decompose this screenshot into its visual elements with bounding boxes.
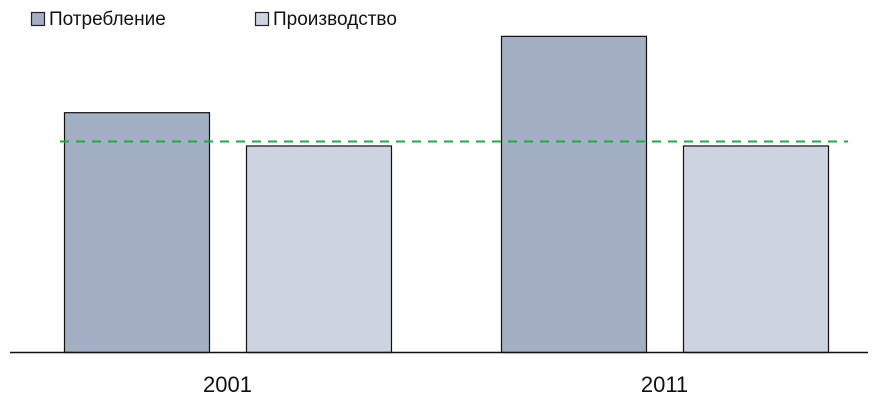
- legend: Потребление Производство: [30, 9, 397, 30]
- x-tick-label-2011: 2011: [641, 372, 688, 397]
- x-axis: 2001 2011: [10, 351, 868, 397]
- bars-group: [63, 35, 830, 354]
- bar-2011-series-1: [500, 35, 648, 354]
- legend-swatch-2: [254, 11, 270, 27]
- bar-2001-series-1: [63, 112, 211, 354]
- bar-2011-series-2: [682, 145, 830, 354]
- bar-2001-series-2: [245, 145, 393, 354]
- x-tick-label-2001: 2001: [203, 372, 252, 397]
- legend-swatch-1: [30, 11, 46, 27]
- legend-label-1: Потребление: [49, 9, 166, 30]
- legend-label-2: Производство: [273, 9, 397, 30]
